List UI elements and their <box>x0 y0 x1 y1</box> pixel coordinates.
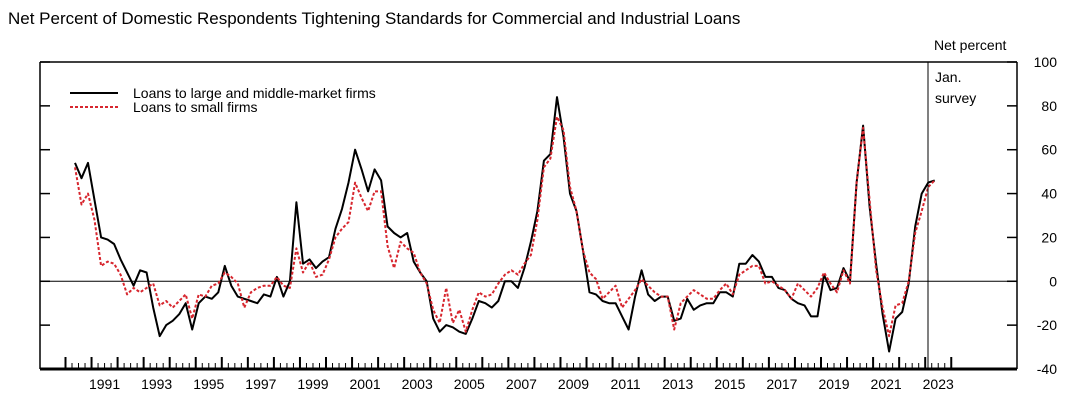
y-tick-label: 60 <box>1041 142 1057 158</box>
legend-label-large: Loans to large and middle-market firms <box>133 85 376 101</box>
x-tick-label: 1995 <box>193 376 224 392</box>
legend-label-small: Loans to small firms <box>133 99 257 115</box>
x-tick-label: 2017 <box>766 376 797 392</box>
x-tick-label: 1997 <box>245 376 276 392</box>
x-tick-label: 1991 <box>89 376 120 392</box>
x-tick-label: 2021 <box>871 376 902 392</box>
x-tick-label: 2015 <box>714 376 745 392</box>
x-tick-label: 2009 <box>558 376 589 392</box>
series-line-large-firms <box>74 96 936 353</box>
x-tick-label: 1999 <box>297 376 328 392</box>
x-tick-label: 2001 <box>350 376 381 392</box>
legend: Loans to large and middle-market firms L… <box>70 85 376 115</box>
y-tick-label: 100 <box>1034 54 1058 70</box>
survey-annotation-line2: survey <box>935 90 976 106</box>
x-tick-label: 2011 <box>611 376 641 392</box>
axes: 100 80 60 40 20 0 -20 -40 1991 1993 1995 1997 1999 20… <box>39 54 1058 392</box>
y-tick-label: -40 <box>1037 361 1057 377</box>
y-tick-label: -20 <box>1037 317 1057 333</box>
x-tick-label: 2019 <box>818 376 849 392</box>
x-tick-label: 1993 <box>141 376 172 392</box>
survey-annotation-line1: Jan. <box>935 69 961 85</box>
x-tick-label: 2003 <box>402 376 433 392</box>
x-tick-label: 2005 <box>454 376 485 392</box>
x-tick-label: 2023 <box>923 376 954 392</box>
y-tick-label: 20 <box>1041 229 1057 245</box>
chart-title: Net Percent of Domestic Respondents Tigh… <box>8 9 740 28</box>
y-tick-label: 0 <box>1049 273 1057 289</box>
y-tick-label: 40 <box>1041 186 1057 202</box>
series-group <box>74 96 936 353</box>
y-tick-label: 80 <box>1041 98 1057 114</box>
x-tick-label: 2007 <box>506 376 537 392</box>
x-tick-label: 2013 <box>662 376 693 392</box>
series-line-small-firms <box>74 115 936 338</box>
y-axis-label: Net percent <box>934 37 1006 53</box>
